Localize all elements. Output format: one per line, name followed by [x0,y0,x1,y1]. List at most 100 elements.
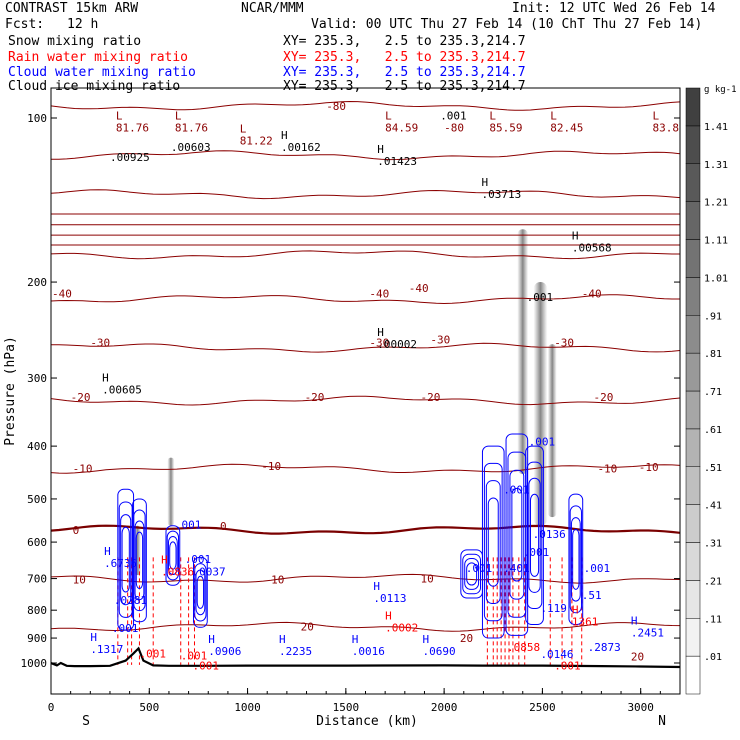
isotherm-label-3: -40 [369,288,389,301]
cloud-water-contour-4-3 [487,497,499,587]
extrema-value-28: .001 [584,562,611,575]
extrema-mark-36: H [631,615,638,628]
isotherm-label-1: -80 [444,121,464,134]
isotherm-label-19: 0 [220,520,227,533]
colorbar-tick-label-8: .81 [704,349,722,360]
cloud-water-contour-8-1 [462,553,482,595]
isotherm-label-6: -30 [90,336,110,349]
extrema-value-45: .0146 [540,648,573,661]
x-tick-label-2: 1000 [234,701,261,714]
colorbar-swatch-11 [685,239,701,278]
cloud-water-contour-3-3 [196,575,205,609]
isotherm--20 [51,395,680,406]
isotherm-label-0: -80 [326,100,346,113]
snow-plume-3 [167,457,175,526]
extrema-value-1: 81.76 [175,121,208,134]
extrema-value-14: .001 [527,291,554,304]
y-tick-label-2: 300 [27,372,47,385]
colorbar-tick-label-2: .21 [704,576,722,587]
extrema-mark-16: H [102,372,109,385]
colorbar-tick-label-14: 1.41 [704,122,728,133]
extrema-value-41: .0016 [352,645,385,658]
cloud-water-contour-2-3 [169,541,177,570]
model-title: CONTRAST 15km ARW [5,1,139,16]
colorbar-tick-label-7: .71 [704,387,722,398]
extrema-mark-42: H [423,633,430,646]
cloud-water-contour-3-1 [194,563,207,622]
extrema-value-18: .001 [503,483,530,496]
cloud-water-contour-3-0 [193,556,208,628]
isotherm-label-5: -40 [582,288,602,301]
extrema-value-46: .2873 [588,641,621,654]
extrema-mark-12: H [481,176,488,189]
extrema-value-24: .0836 [161,566,194,579]
field-xy-cloud-water: XY= 235.3, 2.5 to 235.3,214.7 [283,65,526,80]
colorbar-tick-label-0: .01 [704,652,722,663]
cloud-water-contour-8-0 [460,549,483,599]
extrema-value-37: .1317 [90,643,123,656]
colorbar-swatch-12 [685,201,701,240]
isotherm-label-9: -30 [554,336,574,349]
extrema-value-34: .0002 [385,621,418,634]
isotherm-label-13: -20 [594,391,614,404]
cloud-water-contour-4-2 [485,480,501,605]
extrema-value-2: 81.22 [240,135,273,148]
field-xy-cloud-ice: XY= 235.3, 2.5 to 235.3,214.7 [283,79,526,94]
extrema-value-20: .0136 [533,528,566,541]
x-tick-label-0: 0 [48,701,55,714]
cloud-water-contour-7-2 [570,517,581,602]
cloud-water-contour-6-2 [528,477,541,593]
terrain-line [51,646,680,669]
isotherm-label-20: 10 [73,573,86,586]
x-tick-label-5: 2500 [529,701,556,714]
extrema-value-44: .0858 [507,641,540,654]
colorbar-swatch-7 [685,390,701,430]
y-tick-label-0: 100 [27,112,47,125]
extrema-mark-2: L [240,123,247,136]
cloud-water-contour-1-2 [134,520,145,601]
extrema-mark-33: H [572,604,579,617]
cloud-water-contour-5-1 [507,451,527,618]
extrema-value-25: .0037 [193,566,226,579]
cloud-water-contour-6-1 [526,461,543,609]
cloud-water-contour-2-1 [166,530,180,581]
y-tick-label-8: 900 [27,632,47,645]
extrema-mark-9: H [281,129,288,142]
valid-time: Valid: 00 UTC Thu 27 Feb 14 (10 ChT Thu … [311,17,703,32]
colorbar-tick-label-1: .11 [704,614,722,625]
isotherm--30 [51,342,680,353]
isotherm-label-4: -40 [409,282,429,295]
isotherm--60 [51,189,680,200]
isotherm-label-18: 0 [73,524,80,537]
extrema-value-16: .00605 [102,384,142,397]
colorbar-swatch-8 [685,352,701,392]
x-tick-label-1: 500 [139,701,159,714]
cloud-water-contour-7-0 [568,493,584,626]
org-title: NCAR/MMM [241,1,304,16]
extrema-mark-4: L [489,109,496,122]
field-name-rain: Rain water mixing ratio [8,50,189,65]
colorbar-swatch-15 [685,87,701,127]
colorbar-swatch-1 [685,618,701,657]
isotherm--70 [51,150,680,161]
extrema-value-30: .0113 [373,592,406,605]
colorbar-swatch-14 [685,125,701,164]
colorbar-tick-label-5: .51 [704,463,722,474]
colorbar-swatch-4 [685,504,701,543]
x-axis-label: Distance (km) [316,714,418,729]
cloud-water-contour-7-3 [572,528,580,590]
y-tick-label-4: 500 [27,493,47,506]
snow-plume-4 [134,525,141,576]
extrema-mark-5: L [550,109,557,122]
isotherm--80 [51,100,680,111]
colorbar-unit: g kg-1 [704,85,737,95]
x-tick-label-6: 3000 [627,701,654,714]
cloud-water-contour-8-2 [464,558,480,590]
snow-plume-2 [547,344,557,518]
cloud-water-contour-1-0 [132,498,147,623]
cloud-water-contour-6-0 [525,445,544,626]
extrema-value-13: .00568 [572,242,612,255]
colorbar-tick-label-12: 1.21 [704,198,728,209]
isotherm-label-14: -10 [73,463,93,476]
